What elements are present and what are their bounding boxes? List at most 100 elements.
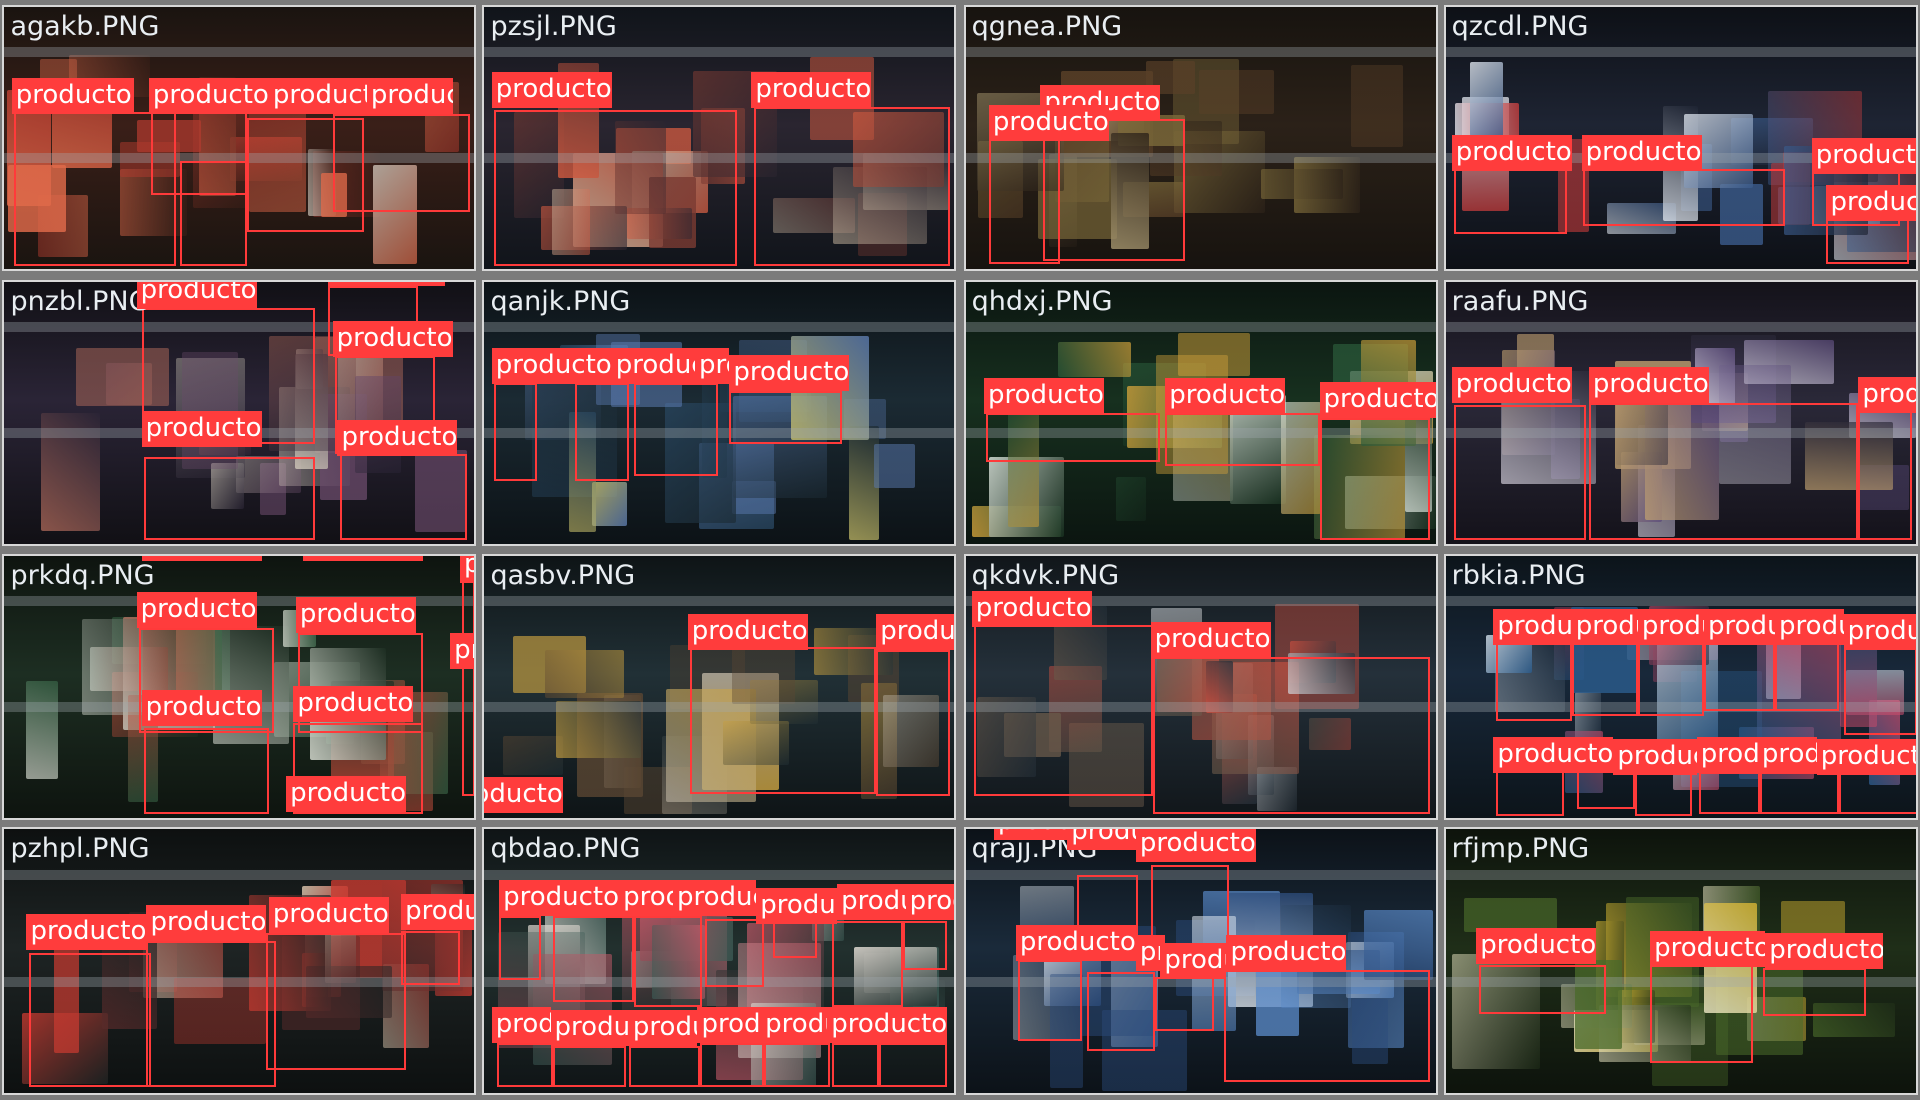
detection-label: producto (906, 884, 957, 920)
image-tile[interactable]: agakb.PNGproductoproductoproductoproduct… (2, 5, 476, 271)
detection-label: producto (1758, 737, 1817, 773)
detection-label: producto (1812, 138, 1918, 174)
detection-box (1320, 418, 1430, 540)
image-filename: pzsjl.PNG (490, 9, 616, 45)
detection-label: producto (551, 1010, 629, 1046)
image-tile[interactable]: pnzbl.PNG producto producto producto product… (2, 280, 476, 546)
image-filename: rfjmp.PNG (1452, 831, 1590, 867)
detection-box (879, 1043, 948, 1087)
detection-label: producto (1165, 378, 1285, 414)
image-tile[interactable]: qbdao.PNGproductoproductoproductoproduct… (482, 827, 956, 1095)
detection-box (1572, 642, 1638, 715)
image-tile[interactable]: pzhpl.PNGproductoproductoproductoproduct… (2, 827, 476, 1095)
detection-label: producto (756, 888, 837, 924)
detection-box (634, 383, 718, 476)
detection-label: producto (1589, 367, 1709, 403)
detection-label: producto (460, 554, 476, 583)
image-filename: pnzbl.PNG (10, 284, 149, 320)
detection-label: producto (296, 597, 416, 633)
image-filename: agakb.PNG (10, 9, 159, 45)
detection-box (462, 576, 474, 796)
detection-box (144, 728, 269, 814)
image-tile[interactable]: raafu.PNG producto producto producto (1444, 280, 1918, 546)
detection-label: producto (612, 348, 695, 384)
detection-label: producto (1452, 367, 1572, 403)
image-filename: qkdvk.PNG (972, 558, 1120, 594)
detection-box (1650, 965, 1753, 1063)
detection-label: producto (337, 420, 457, 456)
image-tile[interactable]: prkdq.PNGproductoproductoproductoproduct… (2, 554, 476, 820)
image-filename: qhdxj.PNG (972, 284, 1113, 320)
detection-label: producto (1613, 739, 1696, 775)
detection-label: producto (1476, 928, 1596, 964)
image-tile[interactable]: qasbv.PNG producto producto producto (482, 554, 956, 820)
image-tile[interactable]: qanjk.PNGproductoproductoproductoproduct… (482, 280, 956, 546)
detection-label: producto (629, 1010, 698, 1046)
detection-label: producto (1136, 827, 1256, 861)
detection-box (1577, 770, 1636, 809)
image-tile[interactable]: qgnea.PNG producto producto (964, 5, 1438, 271)
image-tile[interactable]: rfjmp.PNG producto producto producto (1444, 827, 1918, 1095)
detection-label: producto (1858, 377, 1917, 413)
image-filename: qbdao.PNG (490, 831, 640, 867)
detection-label: producto (1151, 622, 1271, 658)
detection-box (773, 919, 817, 958)
detection-label: producto (1817, 739, 1918, 775)
detection-label: producto (492, 348, 612, 384)
product-package (874, 444, 916, 488)
image-tile[interactable]: qkdvk.PNG producto producto (964, 554, 1438, 820)
detection-box (1165, 413, 1319, 467)
image-filename: qanjk.PNG (490, 284, 630, 320)
detection-box (1638, 642, 1704, 715)
detection-box (1087, 972, 1156, 1050)
image-tile[interactable]: pzsjl.PNG producto producto (482, 5, 956, 271)
detection-box (29, 953, 151, 1087)
shelf-edge (4, 47, 474, 57)
detection-box (1496, 770, 1565, 816)
detection-label: producto (761, 1007, 827, 1043)
detection-label: producto (142, 411, 262, 447)
detection-label: producto (729, 355, 849, 391)
detection-box (1454, 167, 1567, 234)
detection-label: producto (137, 280, 257, 309)
image-tile[interactable]: rbkia.PNGproductoproductoproductoproduct… (1444, 554, 1918, 820)
detection-label: producto (673, 880, 756, 916)
detection-box (497, 1043, 553, 1087)
detection-label: producto (619, 880, 673, 916)
detection-label: producto (12, 78, 134, 114)
detection-label: producto (984, 378, 1104, 414)
detection-box (146, 941, 276, 1088)
detection-label: producto (499, 880, 619, 916)
detection-label: producto (333, 321, 453, 357)
shelf-edge (484, 47, 954, 57)
detection-box (499, 916, 541, 980)
detection-box (1760, 772, 1838, 814)
detection-label: producto (1844, 614, 1918, 650)
image-tile[interactable]: qrajj.PNGproductoproductoproductoproduct… (964, 827, 1438, 1095)
detection-box (1583, 169, 1785, 225)
detection-box (832, 1043, 879, 1087)
detection-label: producto (1650, 931, 1765, 967)
detection-box (180, 161, 247, 266)
detection-label: producto (450, 633, 476, 669)
detection-box (1699, 772, 1760, 814)
image-tile[interactable]: qzcdl.PNGproductoproductoproductoproduct… (1444, 5, 1918, 271)
detection-label: producto (142, 554, 262, 561)
shelf-edge (1446, 870, 1916, 880)
detection-box (903, 921, 947, 970)
detection-label: producto (1582, 135, 1702, 171)
product-package (1470, 62, 1503, 136)
detection-box (1018, 960, 1082, 1041)
detection-label: producto (751, 72, 871, 108)
detection-box (690, 647, 876, 794)
detection-box (575, 383, 629, 481)
detection-label: producto (401, 894, 476, 930)
detection-box (1224, 970, 1430, 1082)
shelf-edge (966, 47, 1436, 57)
detection-label: producto (293, 686, 413, 722)
image-tile[interactable]: qhdxj.PNG producto producto producto (964, 280, 1438, 546)
detection-label: producto (482, 777, 562, 813)
product-package (503, 736, 563, 775)
detection-box (1496, 642, 1572, 720)
shelf-edge (484, 596, 954, 606)
